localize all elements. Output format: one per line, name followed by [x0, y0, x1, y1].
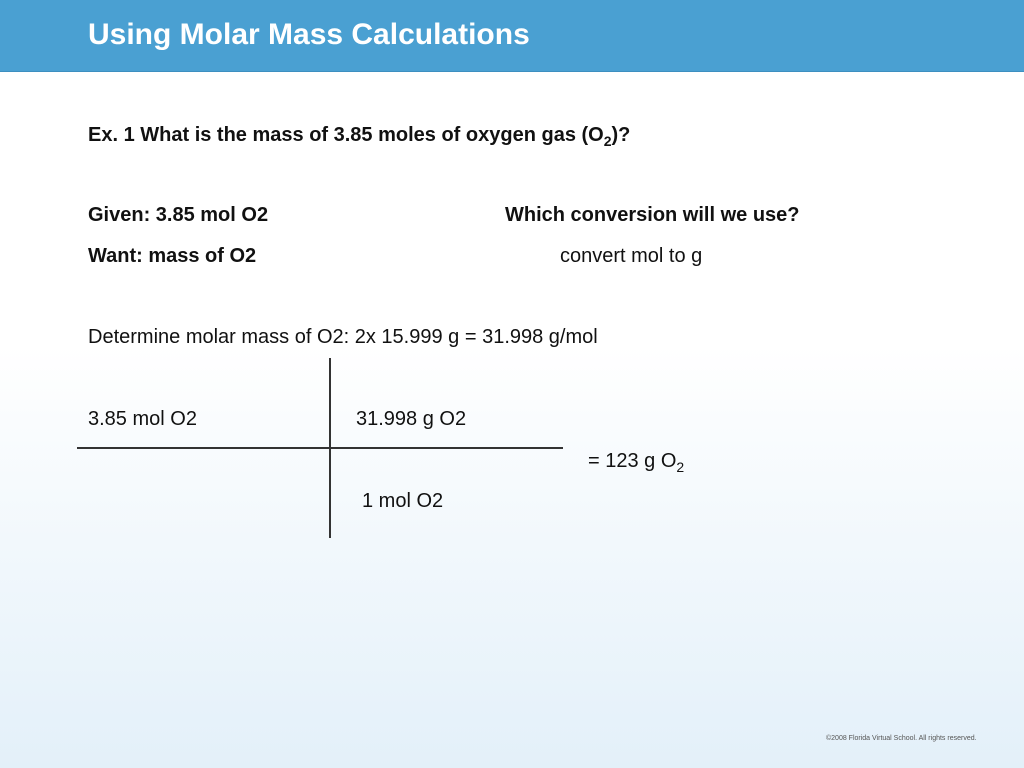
result-text: = 123 g O	[588, 450, 677, 472]
molar-mass: Determine molar mass of O2: 2x 15.999 g …	[88, 326, 598, 348]
factor-top-left: 3.85 mol O2	[88, 408, 197, 430]
conversion-answer: convert mol to g	[560, 245, 703, 267]
conversion-question: Which conversion will we use?	[505, 204, 800, 226]
factor-bottom-right: 1 mol O2	[362, 490, 444, 512]
slide-title: Using Molar Mass Calculations	[88, 18, 530, 51]
question-end: )?	[611, 124, 631, 146]
factor-top-right: 31.998 g O2	[356, 408, 467, 430]
horizontal-line	[77, 447, 563, 449]
want: Want: mass of O2	[88, 245, 257, 267]
subscript: 2	[603, 133, 612, 149]
result: = 123 g O2	[588, 450, 684, 475]
question-text: Ex. 1 What is the mass of 3.85 moles of …	[88, 124, 604, 146]
header-bar: Using Molar Mass Calculations	[0, 0, 1024, 72]
given: Given: 3.85 mol O2	[88, 204, 269, 226]
question: Ex. 1 What is the mass of 3.85 moles of …	[88, 124, 630, 149]
copyright: ©2008 Florida Virtual School. All rights…	[826, 735, 977, 742]
subscript: 2	[676, 459, 685, 475]
